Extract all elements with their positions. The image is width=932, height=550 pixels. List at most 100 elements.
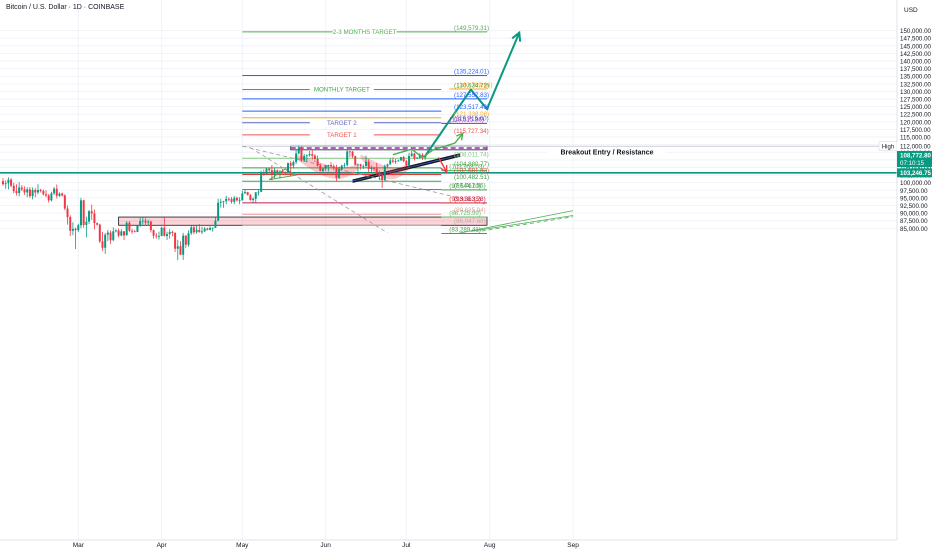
candle xyxy=(160,226,163,237)
candle-body xyxy=(93,213,96,224)
candle xyxy=(410,150,413,157)
candle xyxy=(238,197,241,205)
candle xyxy=(405,159,408,167)
candle-body xyxy=(133,231,136,233)
candle xyxy=(316,155,319,167)
candle xyxy=(104,232,107,254)
candle xyxy=(399,156,402,161)
candle xyxy=(346,150,349,167)
candle xyxy=(77,223,80,232)
candle-body xyxy=(128,222,131,231)
candle-body xyxy=(141,220,144,222)
candle xyxy=(198,224,201,233)
x-tick-label: May xyxy=(236,542,249,549)
candle xyxy=(391,157,394,163)
target-level-value: (93,363.28) xyxy=(454,196,486,203)
candle xyxy=(408,152,411,168)
candle-body xyxy=(378,172,381,176)
target-label-bg xyxy=(309,85,374,94)
candle xyxy=(96,222,99,226)
candle-body xyxy=(262,172,265,174)
candle-body xyxy=(131,230,134,232)
candle-body xyxy=(82,200,85,225)
candle-body xyxy=(66,208,69,218)
candle-body xyxy=(268,168,271,171)
candle-body xyxy=(311,154,314,156)
candle xyxy=(340,164,343,171)
candle-body xyxy=(351,151,354,157)
candle-body xyxy=(12,185,15,192)
candle-body xyxy=(4,183,7,185)
target-label-bg xyxy=(309,118,374,127)
candle-body xyxy=(2,181,4,185)
candle-body xyxy=(383,166,386,180)
candle-body xyxy=(149,221,152,231)
candle-body xyxy=(332,166,335,169)
candle-body xyxy=(343,165,346,166)
candle-body xyxy=(295,153,298,162)
candle xyxy=(413,152,416,161)
candle xyxy=(131,228,134,234)
candle xyxy=(287,162,290,174)
candle xyxy=(381,173,384,189)
breakout-label-bg xyxy=(548,147,666,156)
candle-body xyxy=(424,156,427,158)
trend-line xyxy=(470,215,574,232)
target-level-value: (93,310.35) xyxy=(449,196,481,203)
time-axis[interactable]: Mar Apr May Jun Jul Aug Sep xyxy=(0,539,897,549)
candle xyxy=(397,159,400,162)
candle xyxy=(332,164,335,171)
candle-body xyxy=(187,233,190,245)
candle-body xyxy=(260,172,263,192)
candle-body xyxy=(63,195,66,209)
candle xyxy=(141,217,144,225)
candle xyxy=(184,235,187,249)
candle-body xyxy=(354,156,357,165)
candle-body xyxy=(31,189,34,197)
candle xyxy=(192,225,195,235)
y-tick-label: 137,500.00 xyxy=(900,66,932,73)
candle xyxy=(71,222,74,236)
candle xyxy=(356,163,359,175)
candle xyxy=(53,186,56,195)
candle xyxy=(217,198,220,222)
candle-body xyxy=(225,198,228,202)
target-label: TARGET 1 xyxy=(327,132,357,139)
candle xyxy=(128,221,131,233)
projection-arrowhead xyxy=(456,132,464,141)
target-level-value: (135,224.01) xyxy=(454,69,489,76)
candle xyxy=(300,146,303,162)
candle-body xyxy=(45,194,48,196)
y-tick-label: 97,500.00 xyxy=(900,188,928,195)
y-tick-label: 127,500.00 xyxy=(900,97,932,104)
candle xyxy=(252,197,255,203)
candle-body xyxy=(289,163,292,166)
y-tick-label: 87,500.00 xyxy=(900,218,928,225)
candle-body xyxy=(7,179,10,184)
candle-body xyxy=(381,175,384,180)
target-level-value: (97,644.70) xyxy=(449,183,481,190)
candle xyxy=(50,191,53,202)
candle-body xyxy=(257,191,260,193)
target-levels xyxy=(0,31,897,235)
candle-body xyxy=(34,189,37,193)
candle xyxy=(182,232,185,260)
price-axis[interactable]: USD 150,000.00147,500.00145,000.00142,500… xyxy=(878,0,932,550)
candle-body xyxy=(362,165,365,167)
candle xyxy=(61,192,64,197)
candle-body xyxy=(316,158,319,166)
candle-body xyxy=(209,227,212,230)
target-level-value: (102,681.63) xyxy=(454,168,489,175)
candle xyxy=(114,229,117,233)
candle xyxy=(367,159,370,173)
candle xyxy=(136,224,139,233)
candle-body xyxy=(397,160,400,162)
candle xyxy=(214,217,217,228)
candle-body xyxy=(413,153,416,159)
candle-body xyxy=(244,192,247,194)
candle xyxy=(273,167,276,179)
candle-body xyxy=(144,220,147,223)
target-label: TARGET 2 xyxy=(327,120,357,127)
candle-body xyxy=(217,202,220,221)
